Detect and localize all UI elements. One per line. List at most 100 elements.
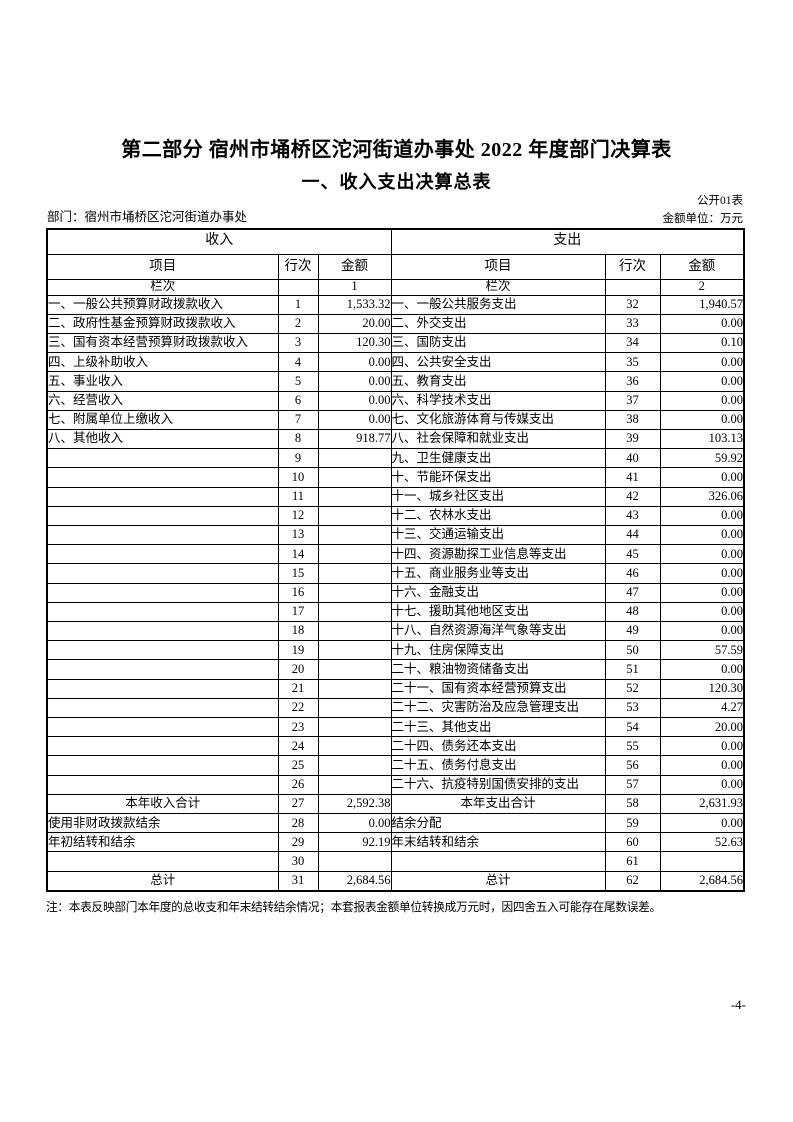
income-item-cell bbox=[46, 716, 279, 738]
expense-amount-cell: 57.59 bbox=[659, 640, 745, 661]
expense-amount-cell: 20.00 bbox=[659, 716, 745, 738]
expense-item-cell: 二十五、债务付息支出 bbox=[390, 755, 606, 776]
expense-item-cell: 年末结转和结余 bbox=[390, 832, 606, 853]
income-item-cell bbox=[46, 582, 279, 603]
income-amount-cell bbox=[317, 524, 392, 546]
expense-item-cell: 五、教育支出 bbox=[390, 371, 606, 392]
expense-item-cell: 总计 bbox=[390, 870, 606, 892]
income-rowno-cell: 14 bbox=[277, 544, 319, 565]
income-rowno-cell: 7 bbox=[277, 409, 319, 430]
income-rowno-cell: 28 bbox=[277, 812, 319, 834]
expense-item-cell: 十六、金融支出 bbox=[390, 582, 606, 603]
income-amount-cell bbox=[317, 448, 392, 469]
expense-lanci-label: 栏次 bbox=[390, 278, 606, 296]
income-item-cell bbox=[46, 697, 279, 718]
table-row: 25 二十五、债务付息支出 56 0.00 bbox=[46, 755, 745, 776]
income-item-cell: 一、一般公共预算财政拨款收入 bbox=[46, 294, 279, 315]
income-expense-summary-table: 收入 支出 项目 行次 金额 项目 行次 金额 栏次 1 栏次 2 一、一般公共… bbox=[46, 228, 746, 892]
expense-amount-cell: 0.00 bbox=[659, 736, 745, 757]
expense-amount-cell: 0.00 bbox=[659, 371, 745, 392]
income-rowno-cell: 26 bbox=[277, 774, 319, 795]
table-row: 10 十、节能环保支出 41 0.00 bbox=[46, 467, 745, 488]
table-row: 六、经营收入 6 0.00 六、科学技术支出 37 0.00 bbox=[46, 390, 745, 411]
income-rowno-cell: 31 bbox=[277, 870, 319, 892]
income-rowno-cell: 8 bbox=[277, 428, 319, 450]
expense-section-header: 支出 bbox=[390, 228, 745, 255]
income-rowno-cell: 9 bbox=[277, 448, 319, 469]
income-amount-cell: 0.00 bbox=[317, 409, 392, 430]
income-rowno-cell: 24 bbox=[277, 736, 319, 757]
income-item-cell bbox=[46, 640, 279, 661]
expense-item-cell: 十、节能环保支出 bbox=[390, 467, 606, 488]
expense-item-cell: 六、科学技术支出 bbox=[390, 390, 606, 411]
income-amount-cell bbox=[317, 582, 392, 603]
expense-item-cell: 八、社会保障和就业支出 bbox=[390, 428, 606, 450]
page-subtitle: 一、收入支出决算总表 bbox=[301, 172, 492, 192]
income-rowno-header: 行次 bbox=[277, 253, 319, 280]
table-row: 14 十四、资源勘探工业信息等支出 45 0.00 bbox=[46, 544, 745, 565]
income-amount-cell bbox=[317, 486, 392, 507]
income-rowno-cell: 10 bbox=[277, 467, 319, 488]
income-item-cell bbox=[46, 774, 279, 795]
expense-item-cell: 二十六、抗疫特别国债安排的支出 bbox=[390, 774, 606, 795]
table-row: 二、政府性基金预算财政拨款收入 2 20.00 二、外交支出 33 0.00 bbox=[46, 313, 745, 334]
income-item-cell bbox=[46, 678, 279, 699]
expense-rowno-cell: 51 bbox=[604, 659, 661, 680]
expense-amount-header: 金额 bbox=[659, 253, 745, 280]
expense-item-cell: 二十二、灾害防治及应急管理支出 bbox=[390, 697, 606, 718]
income-rowno-cell: 6 bbox=[277, 390, 319, 411]
expense-amount-cell: 0.00 bbox=[659, 601, 745, 622]
table-row: 一、一般公共预算财政拨款收入 1 1,533.32 一、一般公共服务支出 32 1,940… bbox=[46, 294, 745, 315]
expense-item-cell: 十三、交通运输支出 bbox=[390, 524, 606, 546]
income-amount-cell bbox=[317, 755, 392, 776]
expense-rowno-cell: 56 bbox=[604, 755, 661, 776]
income-amount-cell bbox=[317, 736, 392, 757]
expense-item-cell: 二十三、其他支出 bbox=[390, 716, 606, 738]
expense-column-number: 2 bbox=[659, 278, 745, 296]
expense-item-cell: 三、国防支出 bbox=[390, 332, 606, 354]
expense-amount-cell: 0.00 bbox=[659, 774, 745, 795]
table-row: 七、附属单位上缴收入 7 0.00 七、文化旅游体育与传媒支出 38 0.00 bbox=[46, 409, 745, 430]
expense-amount-cell: 0.00 bbox=[659, 812, 745, 834]
table-row: 9 九、卫生健康支出 40 59.92 bbox=[46, 448, 745, 469]
income-item-cell: 使用非财政拨款结余 bbox=[46, 812, 279, 834]
income-item-cell bbox=[46, 448, 279, 469]
income-amount-cell: 92.19 bbox=[317, 832, 392, 853]
income-rowno-cell: 21 bbox=[277, 678, 319, 699]
income-amount-cell: 20.00 bbox=[317, 313, 392, 334]
expense-rowno-cell: 52 bbox=[604, 678, 661, 699]
expense-rowno-cell: 57 bbox=[604, 774, 661, 795]
table-row: 11 十一、城乡社区支出 42 326.06 bbox=[46, 486, 745, 507]
expense-rowno-cell: 41 bbox=[604, 467, 661, 488]
table-row: 本年收入合计 27 2,592.38 本年支出合计 58 2,631.93 bbox=[46, 793, 745, 814]
expense-amount-cell: 120.30 bbox=[659, 678, 745, 699]
income-item-cell: 本年收入合计 bbox=[46, 793, 279, 814]
income-item-cell: 五、事业收入 bbox=[46, 371, 279, 392]
expense-amount-cell: 0.00 bbox=[659, 620, 745, 642]
income-amount-cell bbox=[317, 563, 392, 584]
income-item-header: 项目 bbox=[46, 253, 279, 280]
table-row: 16 十六、金融支出 47 0.00 bbox=[46, 582, 745, 603]
income-item-cell bbox=[46, 544, 279, 565]
table-row: 19 十九、住房保障支出 50 57.59 bbox=[46, 640, 745, 661]
income-rowno-cell: 13 bbox=[277, 524, 319, 546]
table-meta-line: 部门：宿州市埇桥区沱河街道办事处 金额单位：万元 bbox=[46, 208, 743, 226]
column-header-row: 项目 行次 金额 项目 行次 金额 bbox=[46, 253, 745, 280]
income-amount-cell: 2,592.38 bbox=[317, 793, 392, 814]
income-item-cell bbox=[46, 563, 279, 584]
income-amount-cell: 1,533.32 bbox=[317, 294, 392, 315]
income-item-cell bbox=[46, 659, 279, 680]
page-number: -4- bbox=[730, 997, 746, 1012]
table-row: 12 十二、农林水支出 43 0.00 bbox=[46, 505, 745, 526]
expense-rowno-cell: 54 bbox=[604, 716, 661, 738]
expense-rowno-cell: 44 bbox=[604, 524, 661, 546]
expense-amount-cell: 2,684.56 bbox=[659, 870, 745, 892]
expense-amount-cell: 0.00 bbox=[659, 524, 745, 546]
expense-amount-cell: 4.27 bbox=[659, 697, 745, 718]
income-amount-cell: 918.77 bbox=[317, 428, 392, 450]
table-row: 五、事业收入 5 0.00 五、教育支出 36 0.00 bbox=[46, 371, 745, 392]
expense-item-cell bbox=[390, 851, 606, 872]
expense-amount-cell: 326.06 bbox=[659, 486, 745, 507]
table-row: 26 二十六、抗疫特别国债安排的支出 57 0.00 bbox=[46, 774, 745, 795]
income-item-cell: 总计 bbox=[46, 870, 279, 892]
